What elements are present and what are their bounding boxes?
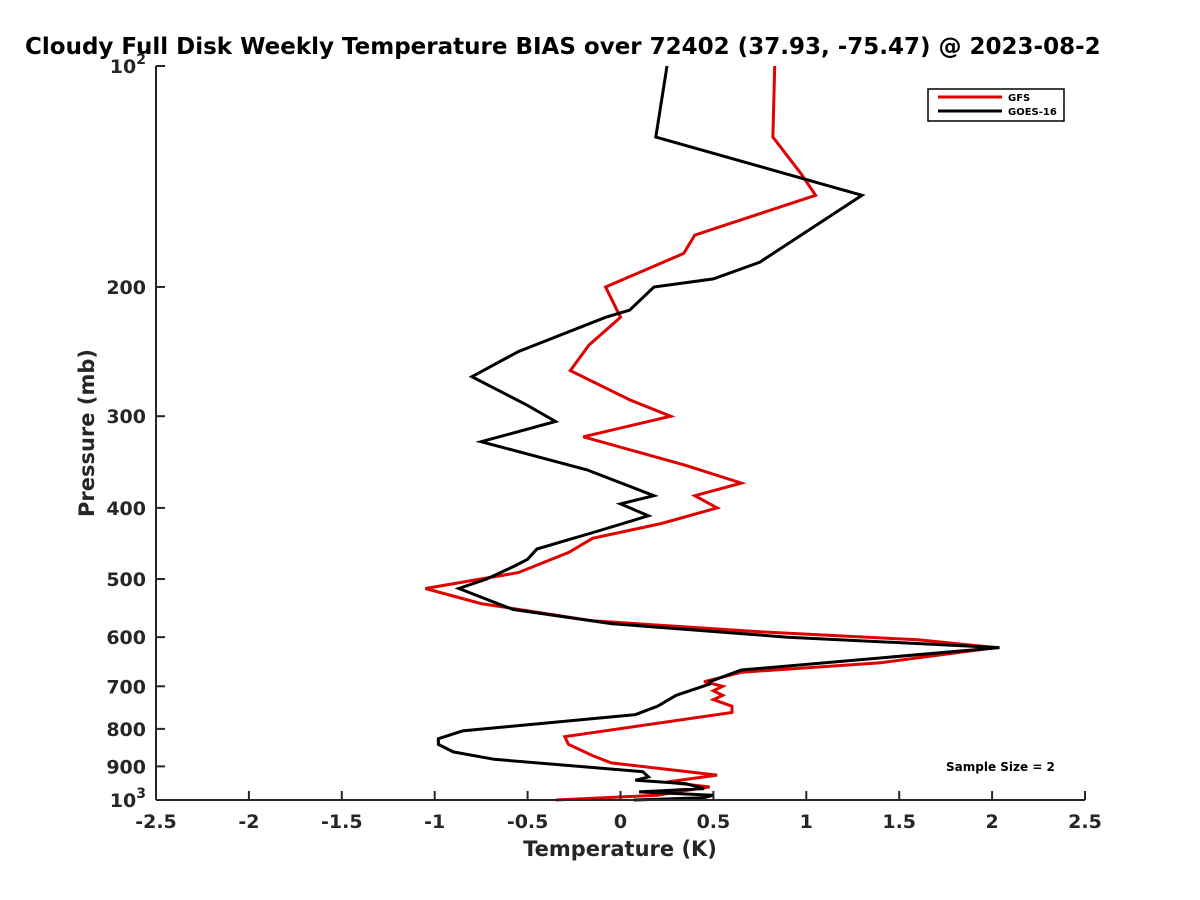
x-tick-label: 1 xyxy=(800,811,813,833)
y-tick-label-exponent: 3 xyxy=(136,786,146,802)
x-tick-label: 2.5 xyxy=(1068,811,1102,833)
y-tick-label-base: 200 xyxy=(106,277,146,299)
x-tick-label: -1.5 xyxy=(321,811,363,833)
legend: GFS GOES-16 xyxy=(927,88,1065,122)
x-tick-label: 0 xyxy=(614,811,627,833)
y-tick-label-base: 300 xyxy=(106,406,146,428)
series-layer xyxy=(425,65,1000,802)
x-tick-label: -0.5 xyxy=(507,811,549,833)
y-tick-label: 500 xyxy=(106,569,146,591)
x-ticks: -2.5 -2 -1.5 -1 -0.5 0 0.5 1 1.5 2 2.5 xyxy=(135,791,1102,833)
x-axis-label: Temperature (K) xyxy=(523,837,717,861)
legend-label: GFS xyxy=(1008,93,1030,104)
series-line-goes-16 xyxy=(436,65,1000,802)
y-tick-label: 200 xyxy=(106,277,146,299)
y-tick-label-base: 900 xyxy=(106,756,146,778)
chart-title: Cloudy Full Disk Weekly Temperature BIAS… xyxy=(25,34,1101,60)
y-tick-label-base: 10 xyxy=(110,790,136,812)
y-tick-label: 103 xyxy=(110,786,146,812)
y-tick-label: 400 xyxy=(106,498,146,520)
y-axis-label: Pressure (mb) xyxy=(75,349,99,517)
y-tick-label-base: 700 xyxy=(106,676,146,698)
y-tick-label-base: 500 xyxy=(106,569,146,591)
y-tick-label-base: 800 xyxy=(106,719,146,741)
sample-size-annotation: Sample Size = 2 xyxy=(946,760,1055,774)
x-tick-label: 2 xyxy=(985,811,998,833)
legend-label: GOES-16 xyxy=(1008,107,1057,118)
y-tick-label: 700 xyxy=(106,676,146,698)
y-tick-label: 102 xyxy=(110,52,146,78)
y-tick-label-base: 600 xyxy=(106,627,146,649)
x-tick-label: -2.5 xyxy=(135,811,177,833)
x-tick-label: 1.5 xyxy=(882,811,916,833)
y-tick-label-base: 400 xyxy=(106,498,146,520)
x-tick-label: -2 xyxy=(238,811,259,833)
y-tick-label-exponent: 2 xyxy=(136,52,146,68)
x-tick-label: 0.5 xyxy=(697,811,731,833)
y-tick-label-base: 10 xyxy=(110,56,136,78)
y-tick-label: 600 xyxy=(106,627,146,649)
x-tick-label: -1 xyxy=(424,811,445,833)
plot-area: -2.5 -2 -1.5 -1 -0.5 0 0.5 1 1.5 2 2.5 10220030040… xyxy=(106,52,1102,833)
y-tick-label: 800 xyxy=(106,719,146,741)
legend-box xyxy=(927,88,1065,122)
legend-items: GFS GOES-16 xyxy=(938,93,1057,118)
y-tick-label: 900 xyxy=(106,756,146,778)
y-tick-label: 300 xyxy=(106,406,146,428)
